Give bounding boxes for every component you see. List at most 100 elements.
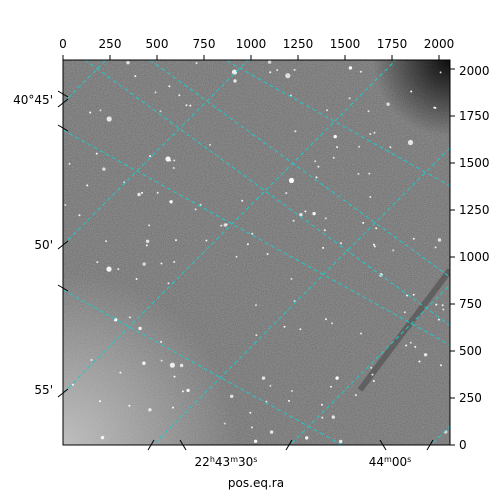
star [267, 60, 272, 64]
star [315, 176, 318, 179]
star [269, 71, 272, 74]
star [223, 422, 226, 425]
star [442, 308, 445, 311]
star [189, 104, 192, 107]
star [336, 146, 339, 149]
star [261, 376, 266, 380]
star [250, 426, 253, 429]
dec-label: 55' [34, 383, 53, 397]
star [437, 318, 440, 321]
star [331, 415, 335, 419]
star [354, 394, 357, 397]
star [304, 210, 307, 213]
star [128, 404, 131, 407]
right-tick-label: 2000 [459, 64, 490, 78]
star [293, 300, 296, 302]
star [321, 403, 323, 406]
star [100, 435, 105, 440]
star [409, 341, 412, 344]
star [348, 97, 351, 100]
star [368, 172, 371, 175]
star [269, 430, 274, 434]
top-tick-label: 1750 [377, 37, 408, 51]
star [389, 146, 392, 149]
star [141, 191, 143, 194]
star [290, 390, 293, 392]
star [148, 224, 151, 227]
star [138, 326, 142, 331]
right-tick-label: 1250 [459, 203, 490, 217]
star [98, 400, 101, 403]
star [172, 406, 174, 409]
grid-line [63, 129, 450, 346]
star [412, 293, 415, 296]
star [255, 304, 257, 307]
star [434, 246, 437, 249]
star [433, 106, 436, 109]
x-axis-title: pos.eq.ra [228, 476, 284, 490]
star [405, 344, 408, 347]
star [186, 388, 190, 393]
star [331, 322, 333, 325]
star [169, 200, 173, 204]
star [137, 192, 141, 197]
star [325, 318, 327, 321]
plot-frame [62, 59, 451, 446]
star [246, 243, 249, 246]
star [149, 155, 152, 158]
star [323, 229, 326, 232]
star [179, 363, 184, 368]
star [156, 191, 159, 194]
star [407, 139, 414, 146]
right-tick-label: 0 [459, 438, 467, 452]
right-tick-label: 1500 [459, 156, 490, 170]
star-field [64, 60, 448, 444]
star [154, 91, 157, 94]
star [435, 303, 438, 306]
star [235, 255, 238, 258]
star [375, 227, 378, 230]
star [117, 268, 120, 271]
star [321, 416, 324, 419]
grid-line [63, 60, 107, 104]
top-tick-label: 750 [193, 37, 216, 51]
star [209, 143, 211, 146]
star [68, 162, 71, 165]
star [348, 66, 353, 70]
star [370, 366, 373, 369]
grid-line [152, 147, 450, 445]
star [359, 70, 362, 73]
star [373, 131, 376, 134]
star [371, 373, 374, 376]
star [160, 262, 163, 265]
top-tick-label: 250 [99, 37, 122, 51]
star [292, 219, 295, 222]
ra-axis [147, 439, 434, 451]
star [362, 221, 365, 224]
top-tick-label: 2000 [424, 37, 455, 51]
star [392, 249, 395, 252]
star [335, 376, 339, 380]
star [288, 177, 295, 184]
star [340, 242, 342, 245]
star [175, 239, 177, 242]
star [299, 213, 303, 217]
star [255, 334, 258, 337]
star [403, 311, 406, 314]
star [322, 246, 325, 249]
star [165, 156, 171, 162]
star [253, 439, 258, 443]
star [230, 394, 234, 398]
star [439, 71, 442, 74]
grid-line [84, 60, 450, 327]
star [128, 316, 131, 319]
star [225, 223, 228, 226]
star [199, 203, 202, 206]
star [330, 385, 333, 388]
star [418, 360, 421, 363]
star [266, 253, 269, 255]
star [332, 156, 335, 159]
dec-label: 50' [34, 238, 53, 252]
star [360, 332, 362, 335]
star [373, 245, 376, 248]
